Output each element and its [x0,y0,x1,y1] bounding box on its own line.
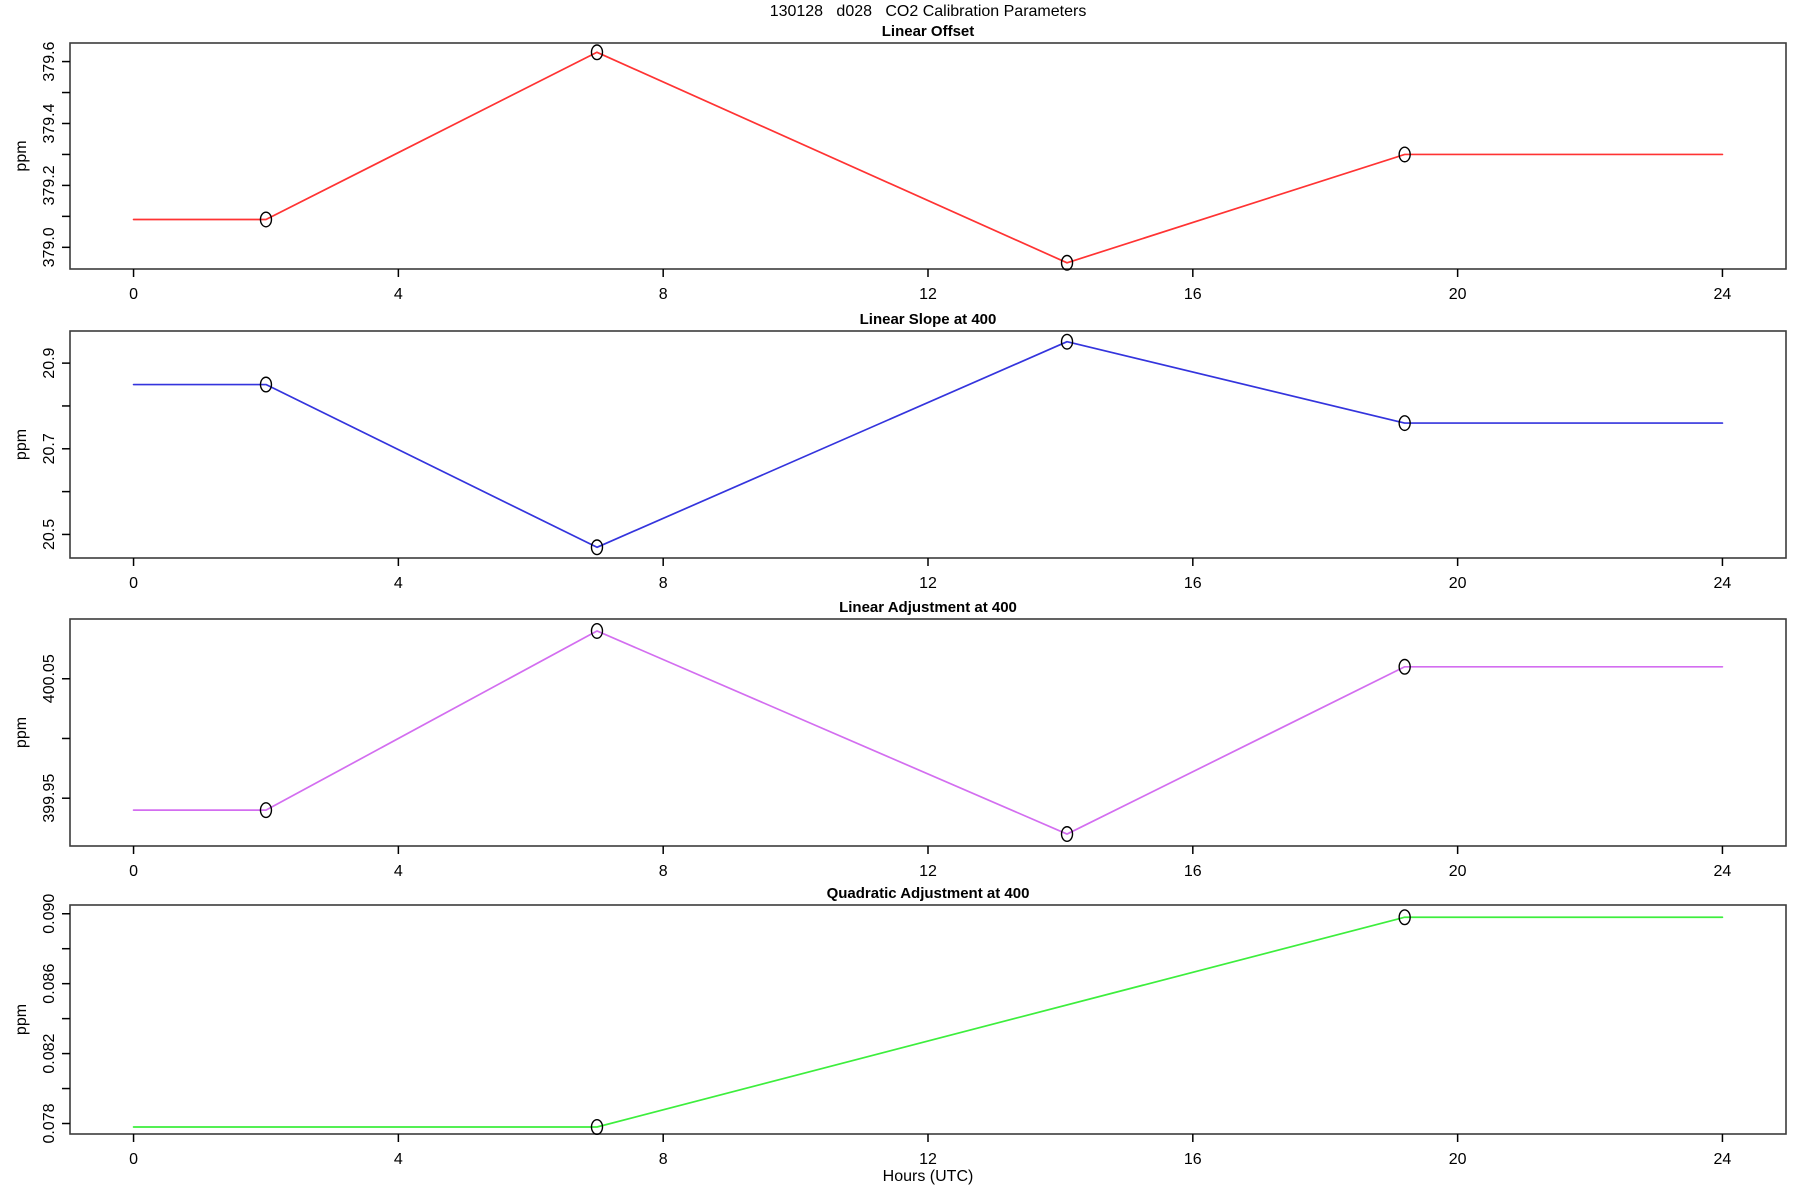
x-tick-label: 12 [919,286,937,303]
y-tick-label: 20.5 [41,519,58,550]
y-axis-title: ppm [13,429,30,460]
x-tick-label: 4 [394,286,403,303]
data-point-marker [1398,146,1411,163]
x-tick-label: 20 [1449,575,1467,592]
x-tick-label: 0 [129,286,138,303]
x-tick-label: 20 [1449,286,1467,303]
x-tick-label: 24 [1714,575,1732,592]
figure-title: 130128 d028 CO2 Calibration Parameters [769,3,1087,20]
data-point-marker [1398,909,1411,926]
data-point-marker [590,44,604,61]
series-line [132,51,1724,264]
x-tick-label: 8 [659,286,668,303]
y-tick-label: 0.090 [41,894,58,934]
x-tick-label: 8 [659,863,668,880]
series-line [132,916,1724,1128]
x-tick-label: 20 [1449,863,1467,880]
x-tick-label: 16 [1184,286,1202,303]
plot-box [69,618,1787,847]
data-point-marker [590,1119,604,1136]
y-tick-label: 379.4 [41,103,58,143]
x-tick-label: 24 [1714,863,1732,880]
x-tick-label: 20 [1449,1151,1467,1168]
x-tick-label: 12 [919,1151,937,1168]
y-tick-label: 0.086 [41,964,58,1004]
x-axis-label: Hours (UTC) [882,1168,974,1185]
y-axis-title: ppm [13,1004,30,1035]
data-point-marker [259,376,273,393]
plot-box [69,330,1787,559]
data-point-marker [1060,826,1074,843]
x-tick-label: 0 [129,863,138,880]
x-tick-label: 0 [129,575,138,592]
chart-panel-quadratic-adjustment-at-400: Quadratic Adjustment at 400 0.078 0.082 0.0… [13,885,1787,1168]
y-tick-label: 379.2 [41,165,58,205]
x-tick-label: 4 [394,1151,403,1168]
x-tick-label: 16 [1184,1151,1202,1168]
y-tick-label: 379.0 [41,227,58,267]
panel-title: Linear Adjustment at 400 [839,599,1017,616]
x-tick-label: 4 [394,575,403,592]
y-tick-label: 20.9 [41,347,58,378]
y-tick-label: 0.082 [41,1033,58,1073]
plot-box [69,904,1787,1135]
y-tick-label: 0.078 [41,1103,58,1143]
data-point-marker [590,622,604,639]
panel-title: Linear Slope at 400 [860,311,997,328]
chart-panel-linear-slope-at-400: Linear Slope at 400 20.5 20.7 20.9 ppm 0 4 8 12 1… [13,311,1787,592]
plot-box [69,42,1787,270]
chart-panel-linear-offset: Linear Offset 379.0 379.2 379.4 379.6 ppm 0 4 8 1… [13,23,1787,303]
x-tick-label: 16 [1184,575,1202,592]
y-tick-label: 399.95 [41,774,58,823]
x-tick-label: 12 [919,575,937,592]
y-axis-title: ppm [13,140,30,171]
x-tick-label: 12 [919,863,937,880]
y-axis-title: ppm [13,717,30,748]
chart-panel-linear-adjustment-at-400: Linear Adjustment at 400 399.95 400.05 ppm 0… [13,599,1787,880]
panel-title: Quadratic Adjustment at 400 [827,885,1030,902]
data-point-marker [1398,415,1411,432]
x-tick-label: 4 [394,863,403,880]
data-point-marker [259,211,273,228]
y-tick-label: 379.6 [41,41,58,81]
x-tick-label: 0 [129,1151,138,1168]
x-tick-label: 24 [1714,1151,1732,1168]
x-tick-label: 8 [659,575,668,592]
series-line [132,630,1724,835]
x-tick-label: 24 [1714,286,1732,303]
y-tick-label: 20.7 [41,433,58,464]
data-point-marker [1060,333,1074,350]
panel-title: Linear Offset [882,23,975,40]
y-tick-label: 400.05 [41,654,58,703]
data-point-marker [1398,658,1411,675]
x-tick-label: 16 [1184,863,1202,880]
x-tick-label: 8 [659,1151,668,1168]
data-point-marker [259,802,273,819]
data-point-marker [1060,254,1074,271]
data-point-marker [590,539,604,556]
series-line [132,340,1724,549]
